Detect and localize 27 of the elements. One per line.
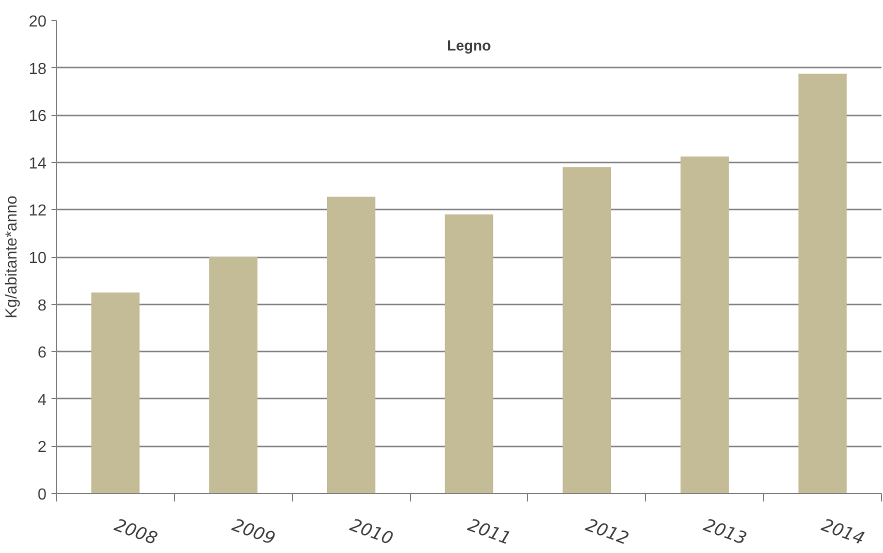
bar xyxy=(91,292,140,494)
text: Legno xyxy=(447,38,492,54)
bar xyxy=(209,257,258,494)
y-tick-label: 10 xyxy=(28,250,47,267)
bar xyxy=(680,156,729,494)
y-tick-label: 4 xyxy=(38,392,47,409)
bar xyxy=(798,74,847,494)
y-tick-label: 12 xyxy=(28,202,47,220)
y-tick-label: 2 xyxy=(38,439,47,456)
y-axis-title: Kg/abitante*anno xyxy=(4,196,21,318)
y-tick-label: 16 xyxy=(28,108,47,126)
y-tick-label: 20 xyxy=(28,14,47,30)
bar xyxy=(562,167,612,494)
x-tick-label: 2013 xyxy=(700,516,750,550)
x-tick-label: 2008 xyxy=(111,516,160,550)
x-tick-label: 2012 xyxy=(582,516,632,550)
x-tick-label: 2011 xyxy=(465,516,514,550)
x-tick-label: 2009 xyxy=(229,516,278,550)
bar xyxy=(444,214,494,494)
x-tick-label: 2014 xyxy=(818,516,867,550)
x-tick-label: 2010 xyxy=(347,516,396,550)
y-tick-label: 18 xyxy=(28,60,47,78)
y-tick-label: 14 xyxy=(28,155,47,172)
y-tick-label: 0 xyxy=(38,486,47,504)
y-tick-label: 6 xyxy=(38,344,47,362)
y-tick-label: 8 xyxy=(38,297,47,314)
bar xyxy=(326,196,376,494)
